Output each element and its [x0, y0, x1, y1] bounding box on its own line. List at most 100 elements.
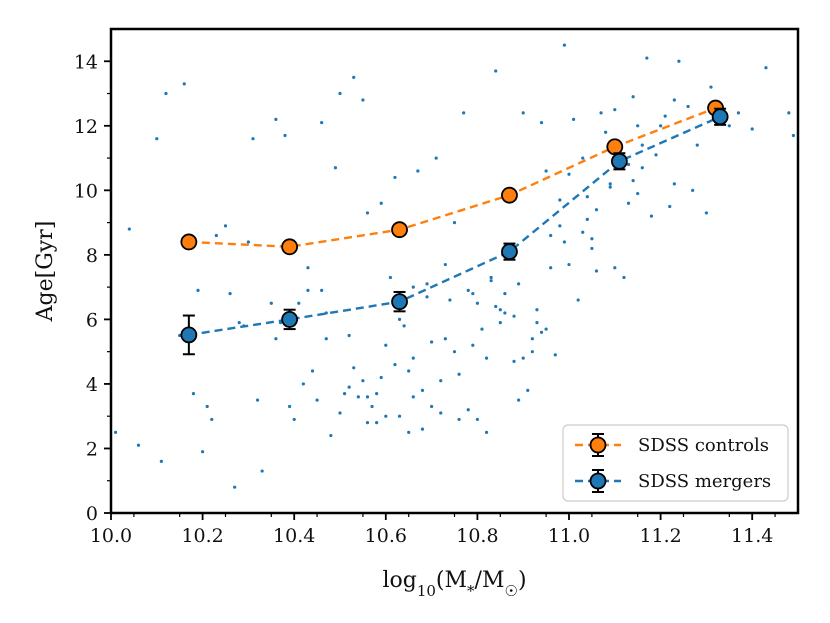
- legend-label: SDSS mergers: [638, 471, 771, 492]
- scatter-point: [375, 392, 379, 396]
- scatter-point: [668, 204, 672, 209]
- scatter-point: [365, 421, 370, 425]
- scatter-point: [297, 301, 301, 305]
- scatter-point: [567, 262, 571, 267]
- scatter-point: [526, 388, 530, 392]
- scatter-point: [462, 111, 466, 115]
- scatter-point: [310, 369, 315, 373]
- data-point: [180, 326, 198, 344]
- scatter-point: [384, 343, 388, 347]
- scatter-point: [210, 417, 214, 422]
- scatter-point: [631, 95, 635, 99]
- scatter-point: [558, 224, 562, 228]
- data-point: [711, 108, 729, 126]
- scatter-point: [356, 395, 360, 399]
- scatter-point: [288, 404, 292, 409]
- y-tick-label: 12: [74, 116, 98, 138]
- scatter-point: [127, 227, 131, 231]
- scatter-point: [393, 362, 397, 367]
- scatter-point: [521, 356, 525, 360]
- scatter-point: [416, 169, 420, 173]
- scatter-point: [512, 359, 516, 363]
- series-line: [188, 115, 721, 337]
- scatter-point: [320, 288, 324, 292]
- scatter-point: [672, 182, 676, 186]
- data-point: [281, 238, 299, 256]
- scatter-point: [283, 133, 287, 138]
- scatter-point: [558, 198, 562, 202]
- scatter-point: [489, 275, 493, 280]
- scatter-point: [704, 211, 709, 215]
- scatter-point: [484, 430, 489, 434]
- scatter-point: [407, 430, 411, 434]
- scatter-point: [411, 285, 415, 289]
- scatter-point: [539, 120, 544, 125]
- scatter-point: [402, 324, 406, 328]
- scatter-point: [640, 166, 644, 170]
- scatter-point: [622, 275, 626, 280]
- scatter-point: [228, 291, 232, 296]
- scatter-point: [251, 137, 255, 141]
- scatter-point: [269, 301, 273, 305]
- series-controls: [180, 99, 724, 256]
- scatter-point: [338, 91, 342, 96]
- scatter-point: [581, 230, 585, 234]
- scatter-point: [471, 291, 475, 296]
- scatter-point: [466, 408, 470, 412]
- scatter-point: [182, 82, 186, 86]
- scatter-point: [196, 288, 200, 292]
- scatter-point: [430, 404, 434, 409]
- scatter-point: [727, 124, 731, 128]
- scatter-point: [379, 375, 383, 380]
- x-tick-label: 11.0: [548, 525, 590, 547]
- scatter-point: [736, 111, 741, 115]
- scatter-point: [659, 124, 663, 128]
- scatter-point: [191, 392, 196, 396]
- scatter-point: [517, 398, 521, 402]
- scatter-point: [498, 321, 502, 325]
- scatter-point: [306, 266, 310, 270]
- scatter-point: [677, 59, 681, 63]
- x-tick-label: 10.0: [90, 525, 132, 547]
- scatter-point: [255, 398, 260, 402]
- scatter-point: [626, 201, 631, 205]
- scatter-point: [352, 75, 356, 79]
- scatter-point: [626, 162, 631, 167]
- scatter-point: [324, 337, 328, 341]
- scatter-point: [315, 398, 319, 402]
- scatter-point: [489, 279, 493, 283]
- y-tick-label: 0: [86, 503, 98, 525]
- scatter-point: [420, 388, 425, 392]
- x-tick-label: 11.2: [639, 525, 681, 547]
- scatter-point: [640, 143, 644, 147]
- scatter-point: [613, 108, 617, 112]
- scatter-point: [695, 143, 699, 147]
- scatter-point: [361, 98, 365, 102]
- scatter-point: [517, 282, 521, 286]
- scatter-points-layer: [113, 43, 796, 489]
- scatter-point: [764, 66, 768, 70]
- x-tick-label: 10.4: [273, 525, 315, 547]
- scatter-point: [233, 485, 237, 489]
- scatter-point: [365, 395, 370, 399]
- series-mergers: [180, 107, 729, 356]
- scatter-point: [425, 282, 429, 286]
- scatter-point: [562, 43, 567, 47]
- scatter-point: [636, 191, 640, 196]
- scatter-point: [342, 392, 347, 396]
- data-point: [610, 152, 628, 170]
- scatter-point: [333, 166, 338, 170]
- scatter-point: [338, 411, 342, 415]
- scatter-point: [539, 330, 544, 334]
- scatter-point: [113, 430, 118, 434]
- scatter-point: [686, 104, 690, 109]
- data-point: [606, 138, 624, 156]
- scatter-point: [608, 182, 612, 186]
- scatter-point: [636, 124, 640, 128]
- y-tick-label: 10: [74, 180, 98, 202]
- scatter-point: [397, 414, 402, 418]
- x-tick-label: 10.2: [181, 525, 223, 547]
- data-point: [391, 221, 408, 239]
- scatter-point: [553, 353, 557, 357]
- scatter-point: [590, 237, 594, 241]
